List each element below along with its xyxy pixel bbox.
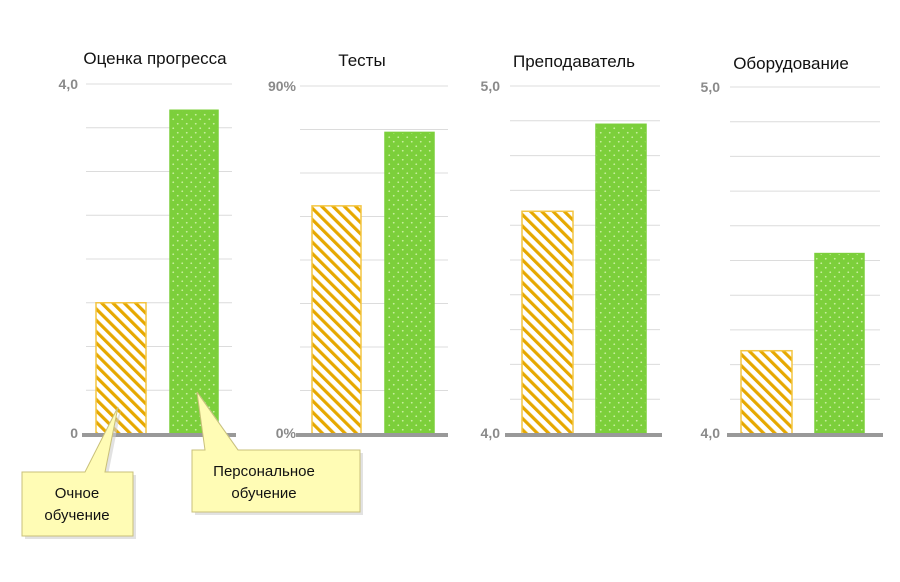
bar-face-to-face [740,349,793,435]
bar-personal [595,123,647,435]
chart-1: 4,0 0 Оценка прогресса [59,49,236,441]
bar-face-to-face [521,210,574,435]
y-tick-min: 4,0 [481,425,501,441]
bar-personal [814,252,865,435]
chart-3: 5,0 4,0 Преподаватель [481,52,662,441]
legend-callouts: Очное обучение Персональное обучение [21,391,363,539]
callout-label-line: Очное [55,485,99,502]
callout-label-line: обучение [231,485,296,502]
callout-label-line: обучение [44,507,109,524]
callout-box [21,406,134,537]
chart-title: Оценка прогресса [83,49,227,68]
chart-2: 90% 0% Тесты [268,51,448,441]
bar-personal [169,109,219,435]
callout-personal: Персональное обучение [191,391,363,515]
y-tick-min: 4,0 [701,425,721,441]
callout-box [191,391,361,513]
y-tick-min: 0% [276,425,297,441]
bar-personal [384,131,435,435]
chart-4: 5,0 4,0 Оборудование [701,54,883,441]
chart-title: Оборудование [733,54,849,73]
callout-label-line: Персональное [213,463,315,480]
charts-layer: 4,0 0 Оценка прогресса 90% 0% Тесты 5,0 4,0 Преп… [59,49,883,441]
y-tick-min: 0 [70,425,78,441]
bar-face-to-face [95,302,147,435]
y-tick-max: 5,0 [481,78,501,94]
callout-face-to-face: Очное обучение [21,406,136,539]
bar-face-to-face [311,205,362,435]
y-tick-max: 90% [268,78,297,94]
y-tick-max: 4,0 [59,76,79,92]
chart-title: Тесты [338,51,385,70]
chart-title: Преподаватель [513,52,635,71]
y-tick-max: 5,0 [701,79,721,95]
